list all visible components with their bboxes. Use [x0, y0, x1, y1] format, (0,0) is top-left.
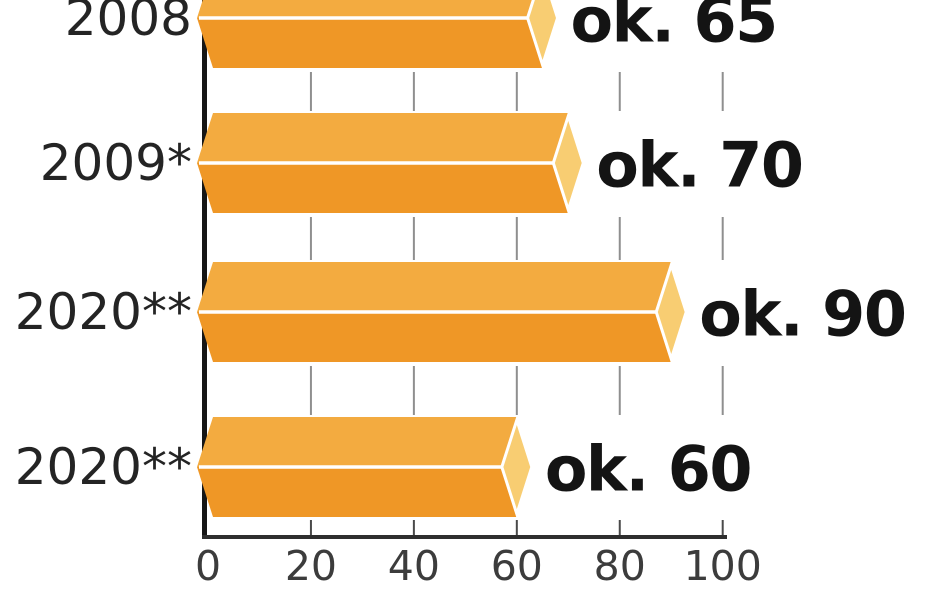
gridline-segment: [309, 217, 312, 260]
x-axis-line: [202, 535, 727, 539]
category-label: 2020**: [15, 283, 192, 341]
y-axis-line: [202, 0, 207, 538]
x-tick-label: 20: [285, 542, 337, 590]
bar-row: [197, 111, 585, 215]
bar-row: [197, 415, 534, 519]
gridline-segment: [618, 217, 621, 260]
bar-end-cap: [654, 260, 688, 364]
gridline-segment: [515, 72, 518, 111]
bar-end-cap: [500, 415, 534, 519]
value-label: ok. 65: [571, 0, 777, 57]
gridline-segment: [721, 366, 724, 415]
gridline-segment: [412, 217, 415, 260]
gridline-segment: [721, 72, 724, 111]
gridline-segment: [309, 72, 312, 111]
bar-top-face: [197, 0, 558, 18]
bar-bottom-face: [197, 312, 687, 362]
x-axis-tick: [309, 520, 312, 535]
gridline-segment: [515, 217, 518, 260]
gridline-segment: [721, 217, 724, 260]
bar-bottom-face: [197, 467, 532, 517]
bar-bottom-face: [197, 163, 584, 213]
category-label: 2020**: [15, 438, 192, 496]
bar-top-face: [197, 417, 532, 467]
bar-top-face: [197, 113, 584, 163]
value-label: ok. 90: [699, 278, 905, 351]
gridline-segment: [618, 72, 621, 111]
bar-top-face: [197, 262, 687, 312]
x-tick-label: 60: [491, 542, 543, 590]
bar-bottom-face: [197, 18, 558, 68]
x-tick-label: 80: [594, 542, 646, 590]
gridline-segment: [618, 366, 621, 415]
value-label: ok. 60: [545, 433, 751, 506]
x-axis-tick: [412, 520, 415, 535]
bar-end-cap: [525, 0, 560, 70]
gridline-segment: [515, 366, 518, 415]
value-label: ok. 70: [596, 129, 802, 202]
category-label: 2008: [65, 0, 192, 47]
x-tick-label: 100: [684, 542, 762, 590]
category-label: 2009*: [40, 134, 192, 192]
x-tick-label: 0: [195, 542, 221, 590]
bar-row: [197, 260, 688, 364]
x-tick-label: 40: [388, 542, 440, 590]
bar-row: [197, 0, 560, 70]
bar-end-cap: [551, 111, 585, 215]
labels-layer: 0 20 40 60 80 100 2008 ok. 65 2009* ok. 70 2020** o…: [15, 0, 907, 590]
gridlines-layer: [309, 72, 724, 535]
axes-layer: [202, 0, 727, 539]
x-axis-tick: [618, 520, 621, 535]
bars-layer: [197, 0, 688, 519]
gridline-segment: [309, 366, 312, 415]
gridline-segment: [412, 72, 415, 111]
gridline-segment: [412, 366, 415, 415]
x-axis-tick: [515, 520, 518, 535]
x-axis-tick: [721, 520, 724, 535]
